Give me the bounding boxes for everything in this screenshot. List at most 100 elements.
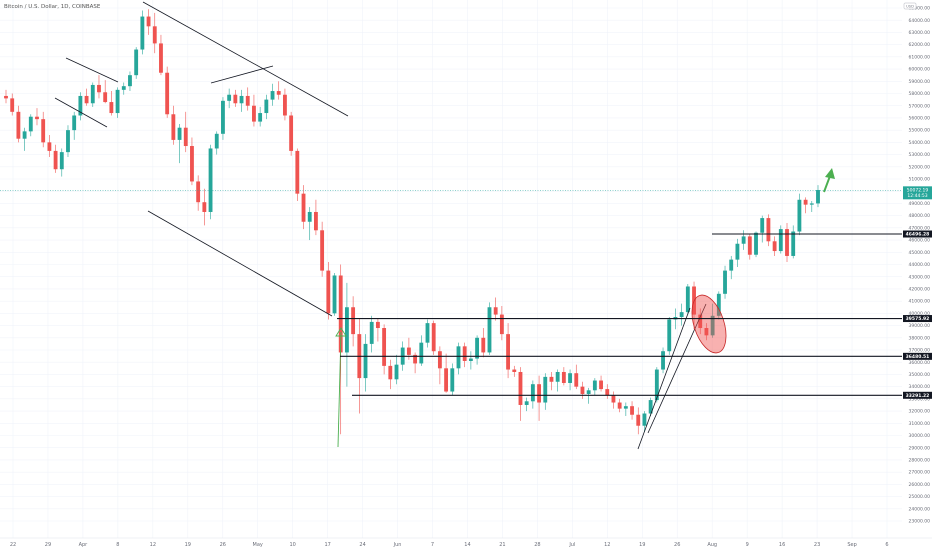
trendline-rising-a [637,307,691,450]
candle-body [53,150,58,170]
candle-down [580,381,585,399]
candle-body [344,307,349,353]
candle-body [202,202,207,212]
candle-body [630,406,634,415]
candle-body [171,114,176,140]
time-tick-label: 14 [464,542,470,548]
candle-body [382,328,387,366]
level-price-text: 39575.92 [906,316,930,322]
candle-down [512,365,517,377]
candle-up [754,231,758,258]
candle-up [685,284,690,315]
candle-body [530,384,535,402]
candle-down [252,94,256,127]
candle-up [809,200,814,212]
candle-body [723,270,727,294]
candle-body [512,369,517,372]
candle-up [208,144,213,220]
candle-down [276,81,281,100]
price-tick-label: 48000.00 [909,213,931,219]
candle-down [109,91,114,116]
candle-body [4,95,8,99]
time-tick-label: 26 [674,542,680,548]
candle-body [754,232,758,255]
candle-body [444,368,449,392]
candle-down [301,185,306,230]
price-tick-label: 56000.00 [909,116,931,122]
candle-down [561,367,566,386]
candle-body [146,16,151,27]
bullish-arrow-shaft [823,175,831,193]
candle-down [617,398,622,413]
candle-down [704,323,709,341]
candle-body [661,351,665,370]
candle-up [741,230,746,250]
candle-up [716,291,721,320]
price-tick-label: 29000.00 [909,445,931,451]
candle-body [772,241,777,252]
settings-icon[interactable]: USD [903,2,917,10]
candle-down [84,88,89,106]
candle-body [654,369,659,401]
candle-down [388,359,393,390]
candle-body [252,105,256,122]
candle-down [10,93,15,116]
candle-down [53,144,58,173]
red-highlight-ellipse [691,294,727,354]
candle-down [493,297,498,321]
candle-down [518,367,523,421]
candle-down [47,135,52,158]
trendline-channel-lower-left [54,97,108,128]
candle-down [159,34,163,76]
candle-body [369,321,374,344]
candle-down [326,262,331,320]
candle-body [729,259,734,271]
candle-body [121,86,126,90]
candle-body [245,95,250,106]
candle-up [475,335,480,365]
price-tick-label: 40000.00 [909,311,931,317]
candle-body [574,373,579,387]
candle-down [462,342,467,368]
candle-up [710,303,715,338]
candle-body [803,199,808,205]
candle-up [221,97,225,140]
candle-up [667,317,672,355]
price-tick-label: 59000.00 [909,79,931,85]
price-tick-label: 36000.00 [909,360,931,366]
candle-up [778,225,783,254]
time-axis[interactable]: 22 29 Apr 8 12 19 26 May 10 17 24 Jun 7 14 21 28 Jul 12 19… [0,537,932,548]
price-tick-label: 34000.00 [909,384,931,390]
candle-down [636,407,641,435]
candle-up [816,185,820,208]
price-tick-label: 41000.00 [909,299,931,305]
candle-body [617,402,622,409]
candle-body [543,376,548,403]
candle-body [425,323,430,343]
candle-body [481,337,486,353]
candle-down [499,306,504,341]
time-tick-label: 6 [885,542,888,548]
price-axis[interactable]: 65000.00 64000.00 63000.00 62000.00 61000.00… [909,6,931,525]
candle-body [90,84,95,104]
price-tick-label: 33000.00 [909,396,931,402]
candle-body [196,181,201,203]
candle-body [487,307,492,353]
trendline-descending-lower [147,210,333,317]
candle-up [307,207,312,241]
candle-down [772,236,777,256]
horizontal-levels [337,233,902,396]
candle-up [735,238,740,267]
price-tick-label: 26000.00 [909,482,931,488]
candle-body [165,72,170,115]
candle-body [128,75,132,87]
candle-up [760,215,765,243]
candle-down [183,111,188,153]
time-tick-label: 23 [814,542,820,548]
candle-down [35,108,39,126]
drawings-layer [54,1,835,450]
price-tick-label: 65000.00 [909,6,931,12]
candle-up [543,373,548,410]
candle-body [524,401,529,405]
